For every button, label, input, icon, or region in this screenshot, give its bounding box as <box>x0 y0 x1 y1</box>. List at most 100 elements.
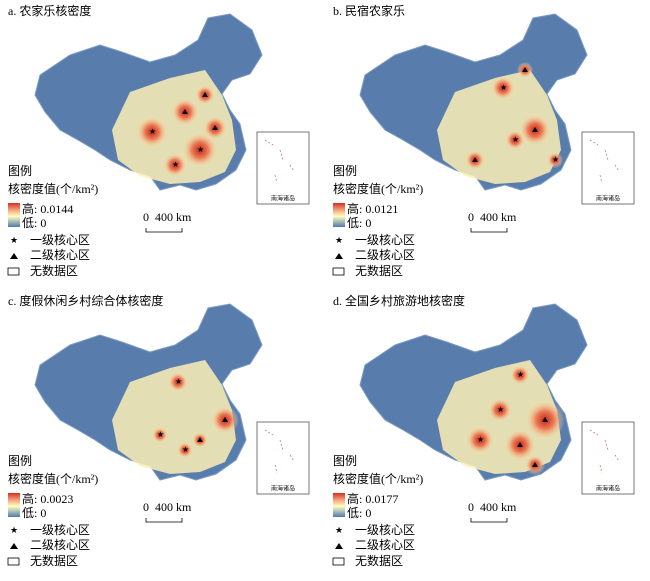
level1-marker: ★ <box>182 445 189 454</box>
hotspot <box>510 365 530 385</box>
inset-islands <box>264 429 295 474</box>
legend-nodata <box>7 557 20 566</box>
legend-ramp <box>8 493 20 517</box>
level2-marker <box>212 125 218 130</box>
hotspot <box>136 116 168 148</box>
hotspot <box>547 152 563 168</box>
legend-item: 一级核心区 <box>30 523 90 537</box>
inset-label: 南海诸岛 <box>271 484 295 492</box>
legend-nodata <box>332 267 345 276</box>
legend-triangle <box>10 543 18 549</box>
inset-frame <box>256 131 310 205</box>
legend-star: ★ <box>335 235 343 245</box>
inset-label: 南海诸岛 <box>596 484 620 492</box>
scale-bar <box>145 228 183 233</box>
legend-subtitle: 核密度值(个/km²) <box>333 471 423 486</box>
level2-marker <box>182 109 188 114</box>
level1-marker: ★ <box>552 155 559 164</box>
legend-triangle <box>335 543 343 549</box>
level2-marker <box>202 92 208 97</box>
scale-bar <box>470 228 508 233</box>
panel-title: a. 农家乐核密度 <box>8 3 91 18</box>
level2-marker <box>517 442 523 447</box>
legend-nodata <box>7 267 20 276</box>
level1-marker: ★ <box>197 145 204 154</box>
legend-star: ★ <box>10 235 18 245</box>
hotspot <box>182 132 218 168</box>
legend-triangle <box>10 253 18 259</box>
legend-ramp <box>8 203 20 227</box>
legend-item: 无数据区 <box>355 553 403 568</box>
level1-marker: ★ <box>477 435 484 444</box>
scale-bar <box>470 518 508 523</box>
legend-high: 高: 0.0177 <box>347 491 398 506</box>
legend-ramp <box>333 203 345 227</box>
legend-item: 二级核心区 <box>355 538 415 552</box>
inset-islands <box>589 429 620 474</box>
hotspot <box>488 398 512 422</box>
legend-high: 高: 0.0144 <box>22 201 73 216</box>
legend-item: 二级核心区 <box>30 538 90 552</box>
level1-marker: ★ <box>175 377 182 386</box>
level1-marker: ★ <box>497 405 504 414</box>
level1-marker: ★ <box>149 127 156 136</box>
legend-item: 一级核心区 <box>30 233 90 247</box>
legend-title: 图例 <box>8 164 32 178</box>
legend-title: 图例 <box>333 164 357 178</box>
inset-islands <box>589 139 620 184</box>
inset-frame <box>256 421 310 495</box>
level1-marker: ★ <box>172 160 179 169</box>
panel-title: b. 民宿农家乐 <box>333 3 405 18</box>
level1-marker: ★ <box>517 370 524 379</box>
scale-label: 0 400 km <box>468 500 517 514</box>
hotspot <box>466 426 494 454</box>
legend-item: 无数据区 <box>30 553 78 568</box>
legend-item: 一级核心区 <box>355 233 415 247</box>
level2-marker <box>532 127 538 132</box>
inset-frame <box>581 131 635 205</box>
panel-title: d. 全国乡村旅游地核密度 <box>333 293 465 308</box>
scale-label: 0 400 km <box>143 500 192 514</box>
legend-item: 无数据区 <box>30 263 78 278</box>
scale-bar <box>145 518 183 523</box>
hotspot <box>177 442 193 458</box>
legend-low: 低: 0 <box>347 216 371 230</box>
legend-low: 低: 0 <box>22 506 46 520</box>
hotspot <box>163 153 187 177</box>
legend-low: 低: 0 <box>22 216 46 230</box>
hotspot <box>168 372 188 392</box>
inset-label: 南海诸岛 <box>596 194 620 202</box>
legend-subtitle: 核密度值(个/km²) <box>8 181 98 196</box>
legend-title: 图例 <box>8 454 32 468</box>
legend-item: 无数据区 <box>355 263 403 278</box>
legend-item: 二级核心区 <box>30 248 90 262</box>
legend-high: 高: 0.0023 <box>22 491 73 506</box>
inset-label: 南海诸岛 <box>271 194 295 202</box>
level2-marker <box>522 67 528 72</box>
hotspot <box>152 427 168 443</box>
panel-title: c. 度假休闲乡村综合体核密度 <box>8 293 163 308</box>
level2-marker <box>197 437 203 442</box>
legend-item: 一级核心区 <box>355 523 415 537</box>
legend-low: 低: 0 <box>347 506 371 520</box>
level2-marker <box>532 462 538 467</box>
hotspot <box>505 130 525 150</box>
level1-marker: ★ <box>500 83 507 92</box>
level1-marker: ★ <box>512 135 519 144</box>
legend-item: 二级核心区 <box>355 248 415 262</box>
inset-frame <box>581 421 635 495</box>
level2-marker <box>542 417 548 422</box>
scale-label: 0 400 km <box>143 210 192 224</box>
scale-label: 0 400 km <box>468 210 517 224</box>
legend-nodata <box>332 557 345 566</box>
legend-star: ★ <box>10 525 18 535</box>
legend-triangle <box>335 253 343 259</box>
legend-high: 高: 0.0121 <box>347 201 398 216</box>
legend-subtitle: 核密度值(个/km²) <box>333 181 423 196</box>
legend-subtitle: 核密度值(个/km²) <box>8 471 98 486</box>
level2-marker <box>472 157 478 162</box>
